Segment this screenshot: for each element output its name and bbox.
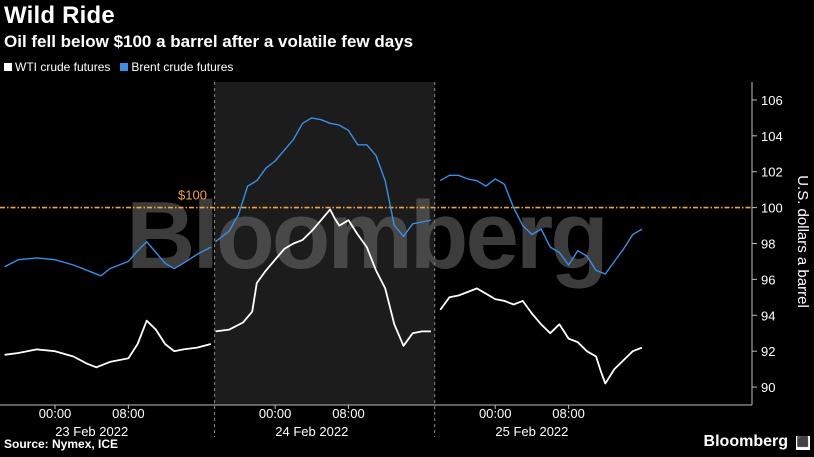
y-tick-label-102: 102 [761, 165, 783, 180]
y-tick-label-90: 90 [761, 380, 775, 395]
x-tick-label-4: 00:00 [479, 406, 512, 421]
y-tick-label-98: 98 [761, 237, 775, 252]
chart-title: Wild Ride [4, 2, 115, 29]
session-date-label-2: 25 Feb 2022 [495, 424, 568, 439]
legend-label-wti: WTI crude futures [15, 60, 111, 74]
legend: WTI crude futures Brent crude futures [4, 60, 233, 74]
x-tick-label-3: 08:00 [332, 406, 365, 421]
watermark: Bloomberg [126, 182, 606, 289]
series-line-wti-1 [215, 208, 431, 347]
y-tick-label-100: 100 [761, 201, 783, 216]
series-line-brent-0 [4, 241, 212, 277]
y-tick-label-94: 94 [761, 308, 775, 323]
y-axis-label: U.S. dollars a barrel [794, 175, 811, 308]
chart-subtitle: Oil fell below $100 a barrel after a vol… [4, 32, 414, 51]
y-tick-label-104: 104 [761, 129, 783, 144]
x-tick-label-0: 00:00 [39, 406, 72, 421]
bloomberg-terminal-icon: ⬛ [796, 436, 810, 450]
series-line-wti-2 [439, 287, 643, 385]
x-tick-label-2: 00:00 [259, 406, 292, 421]
source-note: Source: Nymex, ICE [4, 437, 119, 451]
session-date-label-0: 23 Feb 2022 [55, 424, 128, 439]
series-line-wti-0 [4, 319, 212, 369]
y-tick-label-106: 106 [761, 93, 783, 108]
brand-logo: Bloomberg [703, 433, 788, 450]
y-tick-label-96: 96 [761, 272, 775, 287]
x-tick-label-1: 08:00 [112, 406, 145, 421]
reference-line-label: $100 [178, 188, 207, 203]
session-highlight-1 [214, 82, 435, 405]
legend-swatch-wti [4, 63, 12, 71]
legend-item-brent: Brent crude futures [120, 60, 233, 74]
y-tick-label-92: 92 [761, 344, 775, 359]
legend-swatch-brent [120, 63, 129, 71]
series-line-brent-2 [439, 174, 643, 275]
series-line-brent-1 [215, 117, 432, 243]
x-tick-label-5: 08:00 [552, 406, 585, 421]
legend-label-brent: Brent crude futures [131, 60, 234, 74]
legend-item-wti: WTI crude futures [4, 60, 110, 74]
session-date-label-1: 24 Feb 2022 [275, 424, 348, 439]
